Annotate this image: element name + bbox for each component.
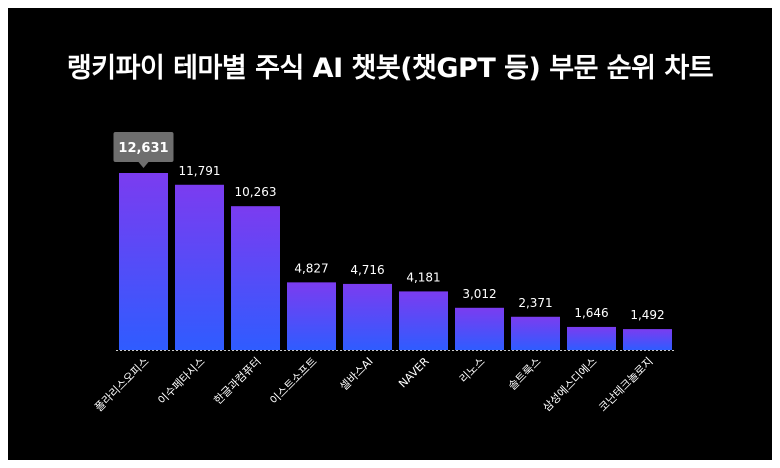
value-label-10: 1,492: [630, 308, 664, 322]
bar-1[interactable]: [119, 173, 168, 350]
tooltip-box: [113, 132, 174, 162]
x-tick-label-10: 코난테크놀로지: [596, 355, 655, 414]
bar-9[interactable]: [567, 326, 616, 350]
chart-title: 랭키파이 테마별 주식 AI 챗봇(챗GPT 등) 부문 순위 차트: [66, 53, 714, 84]
bar-6[interactable]: [399, 291, 448, 350]
value-label-6: 4,181: [406, 270, 440, 284]
bar-3[interactable]: [231, 206, 280, 350]
x-tick-label-8: 솔트룩스: [506, 355, 544, 393]
bar-7[interactable]: [455, 307, 504, 350]
x-tick-label-4: 이스트소프트: [267, 355, 319, 407]
value-label-3: 10,263: [235, 185, 277, 199]
bar-2[interactable]: [175, 184, 224, 350]
tooltip-pointer: [138, 162, 149, 168]
bar-10[interactable]: [623, 329, 672, 350]
x-tick-label-2: 이수페타시스: [155, 355, 207, 407]
value-label-9: 1,646: [574, 306, 608, 320]
value-label-1: 12,631: [118, 141, 168, 156]
value-label-5: 4,716: [350, 263, 384, 277]
value-label-2: 11,791: [179, 164, 221, 178]
x-tick-label-5: 셀바스AI: [337, 355, 375, 393]
x-tick-label-6: NAVER: [396, 355, 432, 391]
x-tick-label-3: 한글과컴퓨터: [211, 355, 263, 407]
x-tick-label-1: 폴라리스오피스: [92, 355, 151, 414]
value-label-8: 2,371: [518, 296, 552, 310]
x-tick-label-9: 삼성에스디에스: [540, 355, 599, 414]
bar-5[interactable]: [343, 283, 392, 350]
value-label-7: 3,012: [462, 287, 496, 301]
bar-4[interactable]: [287, 282, 336, 350]
x-tick-label-7: 리노스: [457, 355, 488, 386]
value-label-4: 4,827: [294, 261, 328, 275]
bar-8[interactable]: [511, 316, 560, 350]
